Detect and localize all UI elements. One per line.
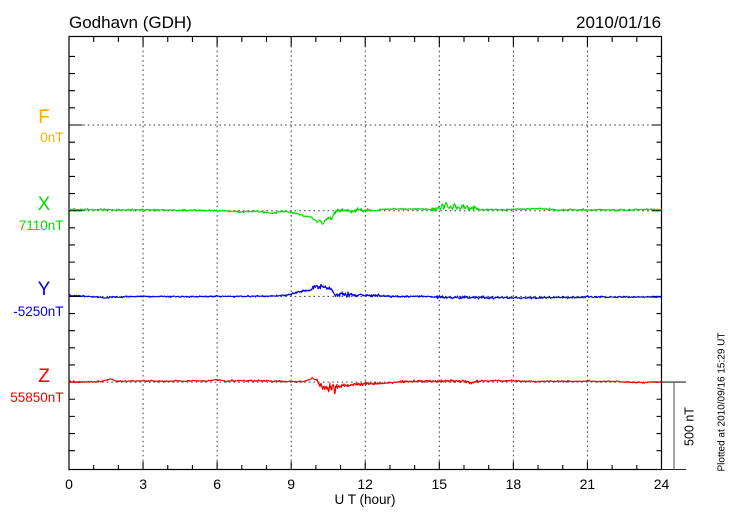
svg-text:Plotted at 2010/09/16 15:29 UT: Plotted at 2010/09/16 15:29 UT (717, 333, 728, 472)
svg-text:500 nT: 500 nT (683, 407, 697, 446)
